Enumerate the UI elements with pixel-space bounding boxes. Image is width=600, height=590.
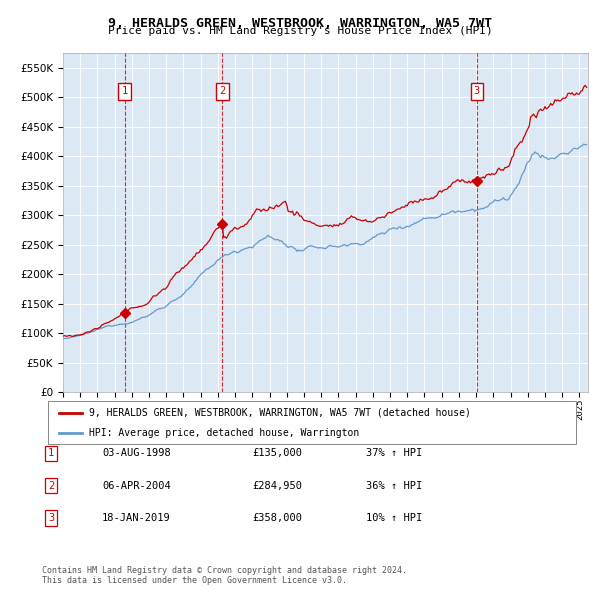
Text: Price paid vs. HM Land Registry's House Price Index (HPI): Price paid vs. HM Land Registry's House …	[107, 26, 493, 36]
Text: 37% ↑ HPI: 37% ↑ HPI	[366, 448, 422, 458]
Text: 03-AUG-1998: 03-AUG-1998	[102, 448, 171, 458]
Text: 9, HERALDS GREEN, WESTBROOK, WARRINGTON, WA5 7WT (detached house): 9, HERALDS GREEN, WESTBROOK, WARRINGTON,…	[89, 408, 471, 418]
Text: HPI: Average price, detached house, Warrington: HPI: Average price, detached house, Warr…	[89, 428, 359, 438]
Text: £135,000: £135,000	[252, 448, 302, 458]
Text: 36% ↑ HPI: 36% ↑ HPI	[366, 481, 422, 490]
Text: 18-JAN-2019: 18-JAN-2019	[102, 513, 171, 523]
FancyBboxPatch shape	[48, 401, 576, 444]
Text: 2: 2	[48, 481, 54, 490]
Text: £284,950: £284,950	[252, 481, 302, 490]
Text: 1: 1	[48, 448, 54, 458]
Text: 9, HERALDS GREEN, WESTBROOK, WARRINGTON, WA5 7WT: 9, HERALDS GREEN, WESTBROOK, WARRINGTON,…	[108, 17, 492, 30]
Text: 10% ↑ HPI: 10% ↑ HPI	[366, 513, 422, 523]
Text: 2: 2	[219, 87, 226, 96]
Text: £358,000: £358,000	[252, 513, 302, 523]
Text: 3: 3	[48, 513, 54, 523]
Text: 1: 1	[122, 87, 128, 96]
Text: 3: 3	[473, 87, 480, 96]
Text: Contains HM Land Registry data © Crown copyright and database right 2024.
This d: Contains HM Land Registry data © Crown c…	[42, 566, 407, 585]
Text: 06-APR-2004: 06-APR-2004	[102, 481, 171, 490]
